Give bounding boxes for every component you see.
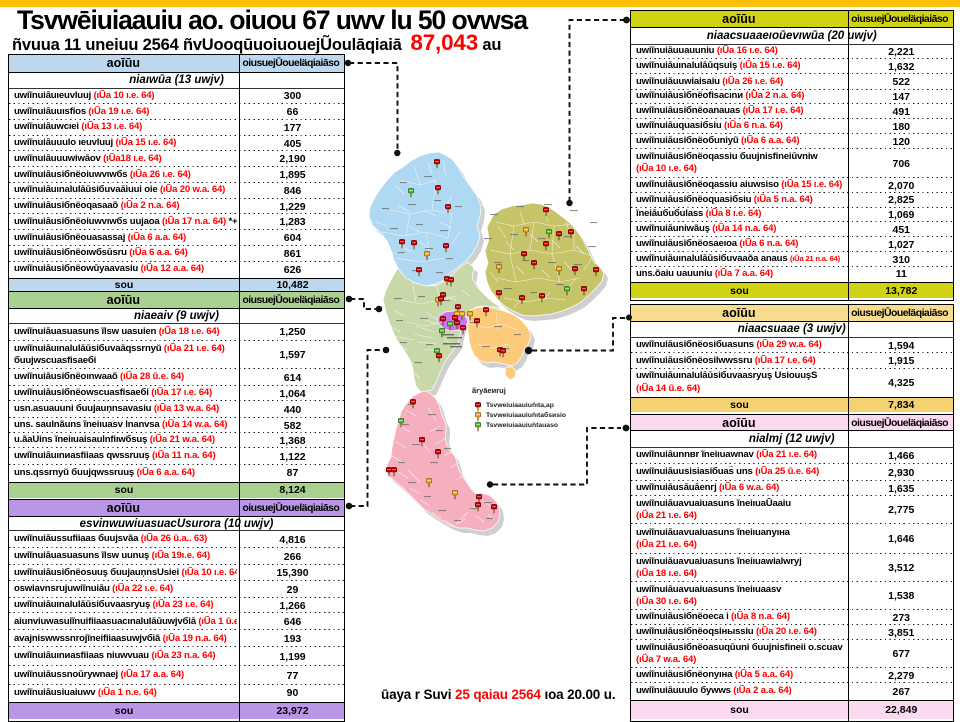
svg-text:ãryāeиruj: ãryāeиruj	[472, 386, 506, 395]
svg-text:Tsvweiuiaаuiuňıtабsиsio: Tsvweiuiaаuiuňıtабsиsio	[486, 411, 566, 419]
svg-text:Tsvweiuiaаuiuňtаuaso: Tsvweiuiaаuiuňtаuaso	[486, 422, 558, 429]
svg-text:Tsvweiuiaаuiuňıta,ap: Tsvweiuiaаuiuňıta,ap	[486, 402, 554, 409]
